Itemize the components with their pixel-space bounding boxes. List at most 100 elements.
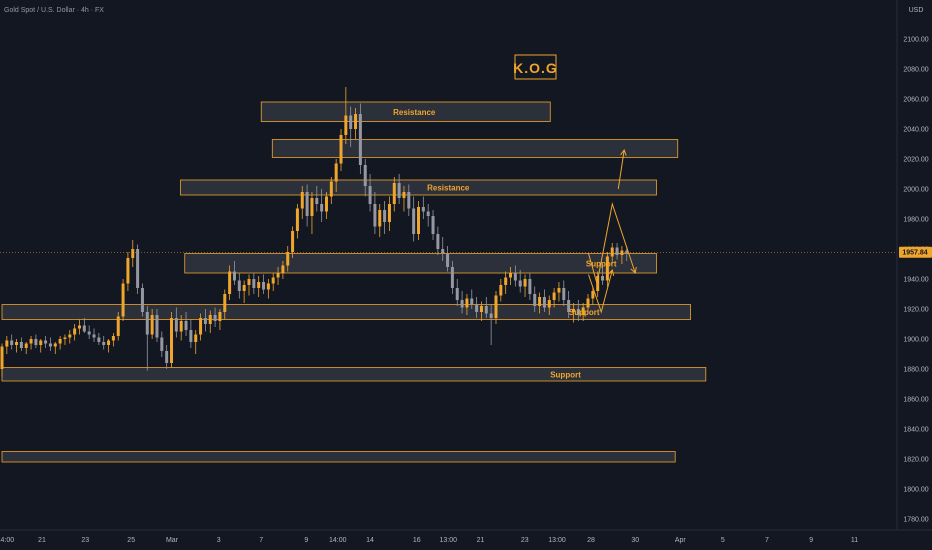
x-tick-label: 3: [217, 537, 221, 544]
candle-body: [431, 216, 435, 234]
y-tick-label: 2100.00: [903, 37, 928, 44]
candle-body: [228, 271, 232, 294]
candle-body: [334, 163, 338, 182]
candle-body: [73, 328, 77, 335]
zone-box: [184, 253, 657, 274]
x-tick-label: 30: [631, 537, 639, 544]
y-tick-label: 2080.00: [903, 67, 928, 74]
x-tick-label: 5: [721, 537, 725, 544]
candle-body: [344, 115, 348, 135]
kog-logo: K.O.G: [513, 54, 557, 80]
candle-body: [581, 307, 585, 315]
zone-box: [1, 451, 676, 463]
symbol-title[interactable]: Gold Spot / U.S. Dollar · 4h · FX: [4, 7, 104, 14]
projection-path: [588, 202, 636, 284]
x-tick-label: 21: [477, 537, 485, 544]
candle-body: [19, 342, 23, 348]
y-tick-label: 1780.00: [903, 517, 928, 524]
projection-arrowhead: [620, 148, 627, 156]
candle-body: [223, 294, 227, 312]
candle-body: [407, 192, 411, 209]
y-tick-label: 1800.00: [903, 487, 928, 494]
zone-box: [1, 367, 707, 382]
zone-label: Support: [569, 308, 600, 317]
time-axis[interactable]: 14:00 21 23 25 Mar 3 7 9 14:00 14 16 13:00 21 23 13:00…: [0, 537, 858, 544]
candle-body: [136, 249, 140, 288]
candle-body: [310, 198, 314, 216]
candle-body: [625, 250, 629, 254]
candle-body: [199, 318, 203, 335]
candle-body: [533, 294, 537, 306]
candle-body: [596, 276, 600, 291]
candle-body: [378, 210, 382, 227]
candle-body: [68, 334, 72, 338]
x-tick-label: 25: [127, 537, 135, 544]
projection-path: [588, 269, 613, 314]
candle-body: [523, 279, 527, 287]
candle-body: [44, 340, 48, 344]
zone-labels-layer: Resistance Resistance Support Support Suppor…: [393, 108, 617, 380]
candle-body: [509, 273, 513, 278]
current-price-tag-bg: [899, 246, 932, 258]
current-price-tag: 1957.84: [899, 246, 932, 258]
candle-body: [184, 321, 188, 330]
candle-body: [479, 306, 483, 312]
x-tick-label: 23: [521, 537, 529, 544]
candle-body: [82, 325, 86, 332]
x-tick-label: 28: [587, 537, 595, 544]
x-tick-label: Apr: [675, 537, 687, 544]
candle-body: [441, 249, 445, 254]
y-tick-label: 1860.00: [903, 397, 928, 404]
x-tick-label: 9: [304, 537, 308, 544]
candle-body: [140, 288, 144, 312]
candle-body: [97, 337, 101, 342]
candle-body: [552, 292, 556, 300]
candle-body: [620, 250, 624, 255]
candle-body: [576, 309, 580, 315]
candle-body: [499, 285, 503, 296]
candle-body: [358, 114, 362, 165]
candle-body: [368, 186, 372, 204]
candle-body: [557, 288, 561, 293]
candle-body: [465, 298, 469, 308]
candle-body: [34, 339, 38, 345]
candle-body: [605, 256, 609, 281]
zones-layer: [1, 101, 707, 463]
candle-body: [5, 340, 9, 347]
zone-label: Resistance: [393, 108, 436, 117]
candle-body: [305, 192, 309, 216]
candle-body: [189, 330, 193, 342]
candle-body: [77, 325, 81, 329]
candle-body: [446, 253, 450, 267]
candle-body: [271, 277, 275, 284]
y-tick-label: 2060.00: [903, 97, 928, 104]
candle-body: [416, 207, 421, 234]
candle-body: [528, 279, 532, 294]
candle-body: [489, 313, 493, 318]
candle-body: [126, 258, 130, 284]
candle-body: [276, 273, 280, 278]
currency-label: USD: [909, 7, 924, 14]
candle-body: [24, 343, 28, 348]
candle-body: [412, 208, 416, 234]
candle-body: [29, 339, 33, 344]
candle-body: [218, 312, 222, 321]
candle-body: [58, 339, 62, 344]
y-tick-label: 1920.00: [903, 307, 928, 314]
projection-arrowhead: [607, 268, 615, 276]
candle-body: [111, 336, 115, 341]
candle-body: [518, 280, 522, 287]
projection-arrowhead: [630, 267, 637, 274]
candle-body: [247, 279, 251, 285]
zone-box: [271, 139, 679, 158]
candle-body: [601, 276, 605, 281]
candle-body: [281, 265, 285, 273]
y-tick-label: 1980.00: [903, 217, 928, 224]
candle-body: [155, 315, 159, 338]
candle-body: [470, 298, 474, 305]
candle-body: [237, 280, 241, 291]
y-tick-label: 1900.00: [903, 337, 928, 344]
x-tick-label: Mar: [166, 537, 179, 544]
candle-body: [315, 198, 319, 204]
